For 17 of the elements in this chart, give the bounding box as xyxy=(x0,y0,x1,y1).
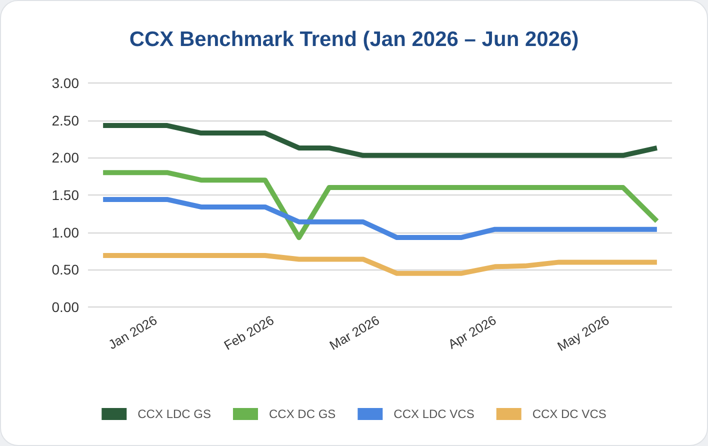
y-tick-label: 3.00 xyxy=(52,75,80,91)
chart-title: CCX Benchmark Trend (Jan 2026 – Jun 2026) xyxy=(129,28,579,51)
x-tick-label: Feb 2026 xyxy=(221,312,276,353)
legend-label: CCX DC GS xyxy=(268,407,336,421)
y-tick-label: 1.00 xyxy=(52,224,80,240)
legend-label: CCX LDC GS xyxy=(138,407,211,421)
y-tick-label: 1.50 xyxy=(52,187,80,203)
x-tick-label: Apr 2026 xyxy=(446,312,499,352)
y-tick-label: 2.50 xyxy=(52,112,80,128)
legend-label: CCX DC VCS xyxy=(532,407,606,421)
x-tick-label: Jan 2026 xyxy=(106,312,160,352)
y-tick-label: 2.00 xyxy=(52,150,80,166)
y-tick-label: 0.00 xyxy=(52,299,80,315)
x-tick-label: May 2026 xyxy=(554,312,612,354)
y-tick-label: 0.50 xyxy=(52,262,80,278)
x-tick-label: Mar 2026 xyxy=(326,312,382,353)
legend-label: CCX LDC VCS xyxy=(394,407,474,421)
